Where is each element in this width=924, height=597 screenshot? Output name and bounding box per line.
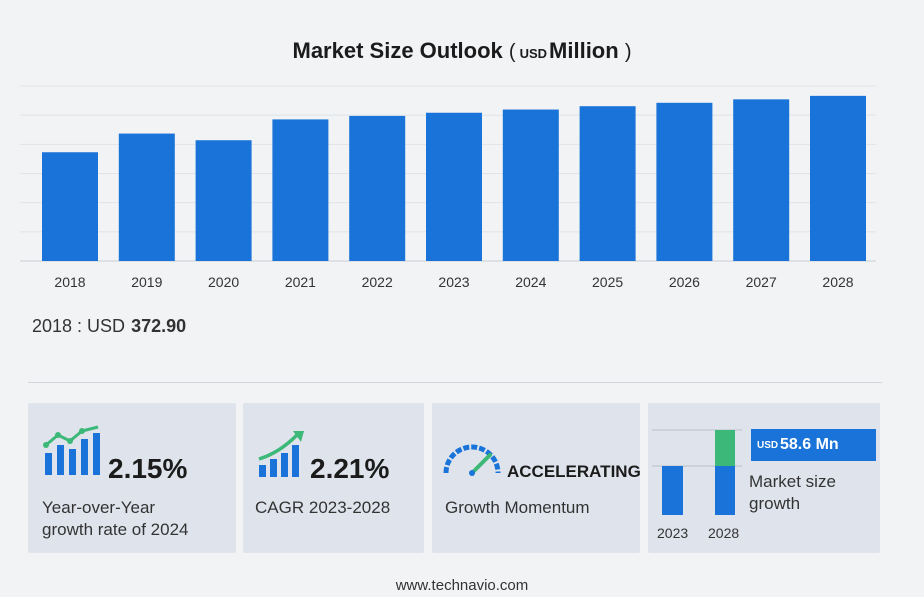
growth-line2: growth (749, 494, 801, 513)
bar-growth-icon (43, 425, 100, 475)
yoy-line1: Year-over-Year (42, 498, 156, 517)
bar-growth-icon (258, 431, 304, 477)
bar-2018 (42, 152, 98, 261)
bar-2027 (733, 99, 790, 261)
growth-badge: USD 58.6 Mn (751, 429, 876, 461)
growth-mini-chart (652, 429, 742, 515)
base-year-value: 372.90 (131, 316, 187, 336)
x-tick-label: 2022 (362, 274, 393, 290)
cagr-value: 2.21% (310, 453, 390, 484)
growth-line1: Market size (749, 472, 836, 491)
growth-year-end: 2028 (708, 525, 740, 541)
growth-currency: USD (757, 440, 779, 451)
momentum-line1: Growth Momentum (445, 498, 590, 517)
cagr-card: 2.21% CAGR 2023-2028 (243, 403, 424, 553)
bar-2028 (810, 95, 866, 261)
divider (28, 382, 882, 383)
x-tick-label: 2026 (669, 274, 700, 290)
momentum-card: ACCELERATING Growth Momentum (432, 403, 641, 553)
growth-card: 2023 2028 Market size growth (648, 403, 880, 553)
x-tick-label: 2025 (592, 274, 623, 290)
title-main: Market Size Outlook (292, 38, 503, 63)
cagr-line1: CAGR (255, 498, 305, 517)
bar-2020 (195, 140, 252, 261)
base-year-text: 2018 : USD (32, 316, 126, 336)
title-currency: USD (519, 46, 548, 61)
yoy-value: 2.15% (108, 453, 188, 484)
bar-2023 (426, 112, 482, 261)
growth-year-start: 2023 (657, 525, 689, 541)
bar-2019 (118, 133, 175, 261)
mini-bar-start (662, 466, 683, 515)
x-tick-label: 2021 (285, 274, 316, 290)
momentum-value: ACCELERATING (507, 462, 641, 481)
chart-title: Market Size Outlook (USDMillion ) (0, 38, 924, 64)
speedometer-icon (443, 444, 501, 476)
cagr-label: CAGR 2023-2028 (255, 497, 390, 519)
growth-amount: 58.6 Mn (780, 436, 839, 453)
title-unit: Million (549, 38, 619, 63)
bar-2021 (272, 119, 329, 261)
bar-2022 (349, 115, 406, 261)
bar-chart: 2018 2019 2020 2021 2022 2023 2024 2025 2026 2027… (20, 85, 876, 290)
x-tick-label: 2023 (438, 274, 469, 290)
cagr-line2: 2023-2028 (308, 498, 391, 517)
title-close-paren: ) (624, 41, 632, 63)
title-open-paren: ( (508, 41, 516, 63)
x-tick-label: 2028 (822, 274, 853, 290)
bar-2025 (579, 106, 636, 262)
source-footer: www.technavio.com (395, 577, 529, 594)
mini-bar-end (715, 466, 735, 515)
mini-bar-increment (715, 430, 735, 466)
x-tick-label: 2018 (54, 274, 85, 290)
bar-2026 (656, 102, 713, 261)
x-tick-label: 2024 (515, 274, 546, 290)
yoy-line2: growth rate of 2024 (42, 520, 189, 539)
yoy-card: 2.15% Year-over-Year growth rate of 2024 (28, 403, 236, 553)
x-tick-label: 2019 (131, 274, 162, 290)
base-year-label: 2018 : USD 372.90 (32, 316, 186, 337)
bar-2024 (502, 109, 559, 261)
x-tick-label: 2020 (208, 274, 239, 290)
x-tick-label: 2027 (746, 274, 777, 290)
